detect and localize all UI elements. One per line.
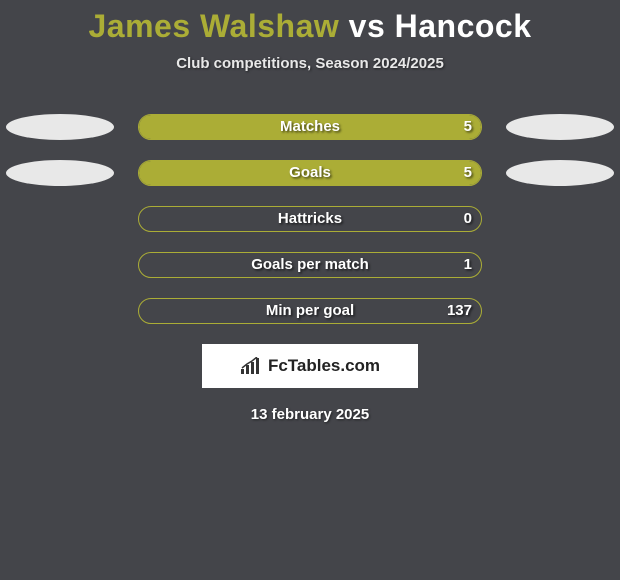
player2-ellipse [506,160,614,186]
stat-value: 137 [447,298,472,324]
stat-row: Goals per match1 [0,252,620,278]
bar-track [138,252,482,278]
logo-box[interactable]: FcTables.com [202,344,418,388]
stat-value: 1 [464,252,472,278]
date: 13 february 2025 [0,406,620,423]
player1-ellipse [6,114,114,140]
page-title: James Walshaw vs Hancock [0,0,620,45]
stat-row: Goals5 [0,160,620,186]
bar-track [138,206,482,232]
subtitle: Club competitions, Season 2024/2025 [0,55,620,72]
logo: FcTables.com [240,356,380,376]
bar-track [138,298,482,324]
bar-track [138,114,482,140]
bar-track [138,160,482,186]
stat-value: 5 [464,114,472,140]
stat-row: Min per goal137 [0,298,620,324]
bar-fill [139,161,481,185]
bar-fill [139,115,481,139]
stat-value: 5 [464,160,472,186]
player1-ellipse [6,160,114,186]
player1-name: James Walshaw [88,8,339,44]
player2-name: Hancock [395,8,532,44]
player2-ellipse [506,114,614,140]
vs-text: vs [349,8,386,44]
chart-icon [240,357,262,375]
stat-value: 0 [464,206,472,232]
comparison-rows: Matches5 Goals5 Hattricks0 Goals per match1… [0,114,620,324]
stat-row: Matches5 [0,114,620,140]
stat-row: Hattricks0 [0,206,620,232]
logo-text: FcTables.com [268,356,380,376]
